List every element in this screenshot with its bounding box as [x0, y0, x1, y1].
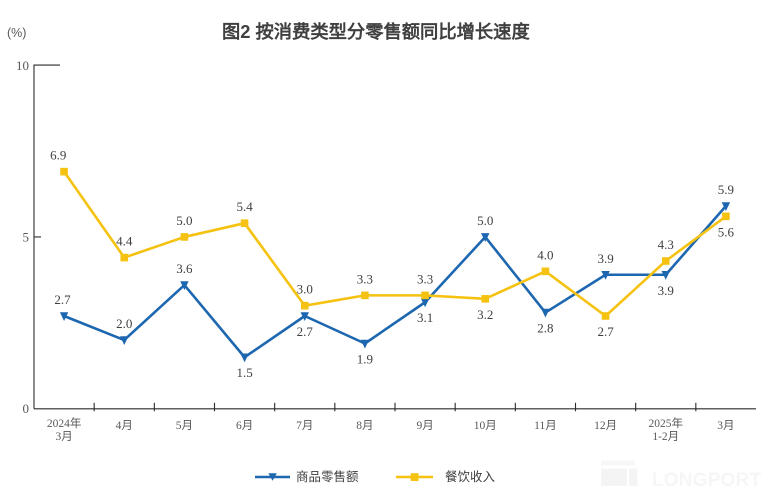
- svg-text:1-2月: 1-2月: [652, 431, 679, 443]
- svg-text:10月: 10月: [474, 420, 497, 432]
- svg-text:餐饮收入: 餐饮收入: [445, 469, 496, 484]
- svg-text:4.0: 4.0: [537, 247, 553, 262]
- svg-text:3.2: 3.2: [477, 307, 493, 322]
- svg-text:2.8: 2.8: [537, 321, 553, 336]
- svg-text:4.3: 4.3: [658, 237, 674, 252]
- svg-text:2.7: 2.7: [54, 292, 71, 307]
- svg-text:5.0: 5.0: [477, 213, 493, 228]
- svg-text:(%): (%): [7, 26, 26, 40]
- svg-text:4月: 4月: [116, 420, 133, 432]
- svg-text:3.3: 3.3: [357, 271, 373, 286]
- svg-text:7月: 7月: [296, 420, 313, 432]
- svg-text:图2 按消费类型分零售额同比增长速度: 图2 按消费类型分零售额同比增长速度: [222, 21, 530, 42]
- svg-text:2.7: 2.7: [597, 324, 614, 339]
- svg-text:3月: 3月: [717, 420, 734, 432]
- svg-text:0: 0: [23, 401, 30, 416]
- svg-text:2025年: 2025年: [649, 416, 684, 430]
- svg-text:10: 10: [16, 58, 29, 73]
- svg-text:3月: 3月: [55, 431, 72, 443]
- svg-text:5: 5: [23, 230, 30, 245]
- svg-text:2024年: 2024年: [47, 416, 82, 430]
- svg-text:5月: 5月: [176, 420, 193, 432]
- svg-text:3.6: 3.6: [176, 261, 193, 276]
- svg-text:6.9: 6.9: [50, 148, 66, 163]
- svg-text:5.6: 5.6: [718, 224, 735, 239]
- svg-text:5.4: 5.4: [236, 199, 253, 214]
- svg-text:1.5: 1.5: [236, 365, 252, 380]
- svg-text:11月: 11月: [534, 420, 557, 432]
- svg-text:4.4: 4.4: [116, 234, 133, 249]
- svg-text:商品零售额: 商品零售额: [296, 469, 359, 484]
- svg-text:3.3: 3.3: [417, 271, 433, 286]
- svg-text:2.7: 2.7: [297, 324, 314, 339]
- svg-text:2.0: 2.0: [116, 316, 132, 331]
- svg-text:9月: 9月: [416, 420, 433, 432]
- svg-text:3.0: 3.0: [297, 282, 313, 297]
- svg-text:3.9: 3.9: [597, 251, 613, 266]
- svg-text:6月: 6月: [236, 420, 253, 432]
- svg-text:3.9: 3.9: [658, 283, 674, 298]
- svg-text:5.9: 5.9: [718, 182, 734, 197]
- svg-text:5.0: 5.0: [176, 213, 192, 228]
- svg-text:LONGPORT: LONGPORT: [652, 470, 761, 491]
- svg-text:3.1: 3.1: [417, 310, 433, 325]
- svg-text:8月: 8月: [356, 420, 373, 432]
- svg-text:1.9: 1.9: [357, 352, 373, 367]
- svg-text:12月: 12月: [594, 420, 617, 432]
